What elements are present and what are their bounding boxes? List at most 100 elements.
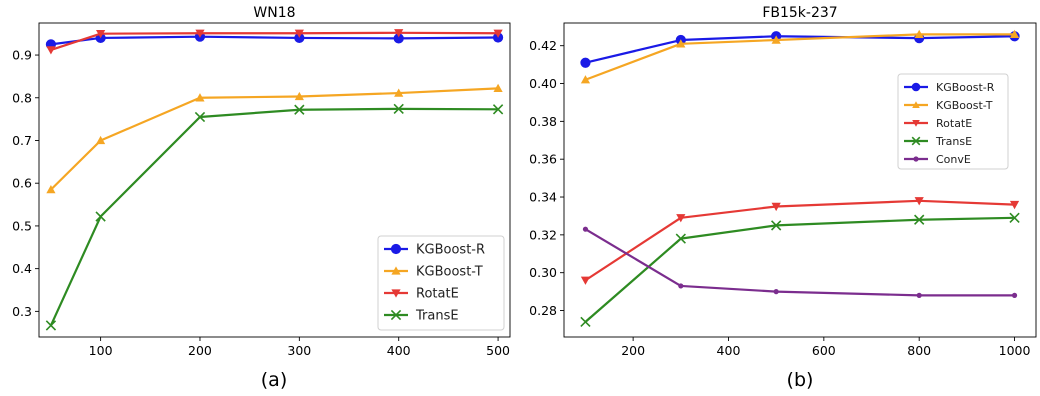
data-point-transe	[393, 103, 404, 115]
legend-label: RotatE	[416, 287, 459, 302]
x-tick-label: 400	[387, 343, 411, 358]
series-line-kgboost-t	[50, 87, 499, 191]
data-point-conve	[916, 292, 922, 298]
data-point-rotate	[676, 214, 686, 223]
series-rotate	[46, 29, 503, 55]
legend-marker-conve	[913, 156, 919, 162]
x-tick-label: 200	[188, 343, 212, 358]
subfigure-caption: (a)	[261, 369, 287, 391]
legend-label: KGBoost-R	[936, 81, 995, 94]
y-tick-label: 0.28	[529, 303, 557, 318]
chart-title: FB15k-237	[762, 5, 837, 21]
y-tick-label: 0.32	[529, 227, 557, 242]
data-point-rotate	[914, 197, 924, 206]
data-point-rotate	[771, 202, 781, 212]
y-tick-label: 0.8	[12, 90, 32, 105]
y-tick-label: 0.9	[12, 48, 32, 63]
legend: KGBoost-R KGBoost-T RotatE TransE ConvE	[897, 73, 1009, 170]
data-point-transe	[914, 214, 925, 225]
legend-label: KGBoost-T	[936, 99, 993, 112]
series-line-transe	[49, 107, 499, 326]
data-point-rotate	[394, 29, 404, 38]
legend-label: TransE	[935, 135, 972, 148]
y-tick-label: 0.38	[529, 114, 557, 129]
y-tick-label: 0.36	[529, 152, 557, 167]
legend-marker-kgboost-t	[912, 101, 920, 109]
chart-wn18: WN18 (a) 100 200 300 400 500 0.3 0.4 0.5 0.6 0.7 0.8…	[12, 5, 511, 391]
y-tick-label: 0.6	[12, 176, 32, 191]
data-point-rotate	[46, 46, 56, 55]
data-point-rotate	[195, 29, 205, 38]
data-point-rotate	[1009, 200, 1020, 210]
data-point-conve	[582, 226, 589, 232]
data-point-kgboost-t	[195, 93, 205, 102]
data-point-kgboost-t	[294, 91, 304, 101]
data-point-kgboost-t	[914, 29, 924, 39]
data-point-kgboost-t	[96, 135, 106, 145]
x-tick-label: 600	[812, 343, 836, 358]
data-point-rotate	[294, 29, 304, 38]
y-tick-label: 0.5	[12, 218, 32, 233]
data-point-conve	[678, 283, 684, 289]
data-point-kgboost-r	[580, 57, 591, 68]
data-point-transe	[770, 220, 782, 231]
data-point-rotate	[580, 276, 591, 285]
legend-box	[377, 235, 505, 331]
data-point-transe	[1009, 212, 1020, 223]
data-point-kgboost-t	[580, 75, 591, 84]
legend-label: ConvE	[936, 153, 971, 166]
y-tick-label: 0.4	[12, 261, 32, 276]
legend-box	[897, 73, 1009, 170]
legend-label: RotatE	[936, 117, 972, 130]
chart-title: WN18	[253, 5, 295, 21]
legend-label: KGBoost-T	[416, 265, 483, 280]
subfigure-caption: (b)	[787, 369, 814, 391]
plot-area	[563, 22, 1037, 338]
legend-marker-transe	[911, 136, 921, 146]
data-point-kgboost-t	[771, 35, 781, 44]
data-point-rotate	[96, 30, 106, 39]
data-point-transe	[95, 211, 106, 222]
data-point-rotate	[493, 29, 503, 38]
legend-marker-kgboost-t	[391, 266, 401, 275]
data-point-kgboost-t	[676, 39, 686, 48]
series-line-kgboost-r	[50, 35, 499, 46]
data-point-kgboost-t	[394, 88, 404, 97]
data-point-transe	[194, 111, 206, 123]
y-tick-label: 0.3	[12, 304, 32, 319]
legend-marker-transe	[390, 309, 402, 321]
legend-label: KGBoost-R	[416, 243, 485, 258]
y-tick-label: 0.7	[12, 133, 32, 148]
series-kgboost-t	[580, 29, 1020, 84]
data-point-transe	[294, 104, 305, 115]
x-tick-label: 500	[486, 343, 510, 358]
data-point-kgboost-t	[46, 185, 56, 194]
legend-marker-rotate	[912, 119, 920, 127]
data-point-transe	[45, 320, 57, 331]
y-tick-label: 0.34	[529, 190, 557, 205]
legend-label: TransE	[415, 309, 459, 324]
x-tick-label: 800	[907, 343, 931, 358]
series-kgboost-t	[46, 83, 503, 194]
legend-marker-kgboost-r	[911, 82, 921, 92]
legend-marker-rotate	[391, 289, 401, 298]
data-point-conve	[773, 289, 779, 295]
y-tick-label: 0.40	[529, 76, 557, 91]
x-tick-label: 1000	[999, 343, 1031, 358]
data-point-kgboost-t	[1009, 29, 1020, 39]
data-point-kgboost-t	[493, 83, 503, 93]
x-tick-label: 300	[287, 343, 311, 358]
series-conve	[582, 226, 1018, 298]
chart-fb15k-237: FB15k-237 (b) 200 400 600 800 1000 0.28 0.30 0.32…	[529, 5, 1037, 391]
x-tick-label: 100	[89, 343, 113, 358]
x-tick-label: 200	[621, 343, 645, 358]
series-rotate	[580, 197, 1020, 285]
x-tick-label: 400	[717, 343, 741, 358]
legend: KGBoost-R KGBoost-T RotatE TransE	[377, 235, 505, 331]
data-point-transe	[675, 233, 686, 244]
series-line-rotate	[50, 31, 499, 51]
y-tick-label: 0.30	[529, 265, 557, 280]
y-tick-label: 0.42	[529, 38, 557, 53]
series-transe	[45, 103, 504, 331]
